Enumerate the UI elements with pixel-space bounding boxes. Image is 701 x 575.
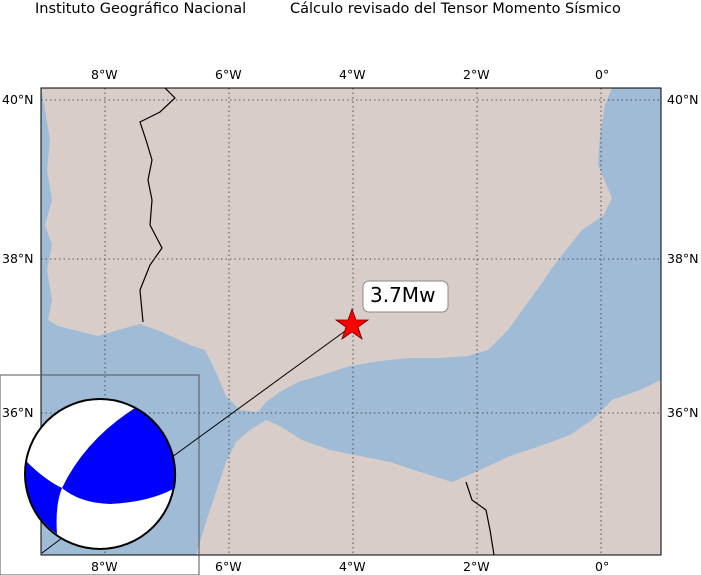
lat-tick-right: 40°N	[667, 92, 699, 107]
graticule	[41, 88, 661, 555]
magnitude-label-box	[362, 280, 449, 313]
lon-tick-top: 4°W	[339, 67, 366, 82]
lat-tick-right: 38°N	[667, 251, 699, 266]
portugal-border	[139, 88, 176, 323]
map-frame	[40, 87, 662, 556]
lat-tick-left: 38°N	[2, 251, 34, 266]
lon-tick-top: 2°W	[463, 67, 490, 82]
lon-tick-bottom: 6°W	[215, 559, 242, 574]
lon-tick-bottom: 4°W	[339, 559, 366, 574]
iberia-land	[41, 88, 612, 412]
magnitude-label: 3.7Mw	[370, 283, 436, 307]
africa-land	[196, 380, 661, 555]
title-right: Cálculo revisado del Tensor Momento Sísm…	[290, 1, 621, 17]
lon-tick-bottom: 8°W	[91, 559, 118, 574]
inset-box	[0, 374, 200, 575]
focal-mechanism-beachball	[24, 398, 177, 550]
lat-tick-left: 36°N	[2, 405, 34, 420]
connector-line-inset	[41, 537, 63, 554]
epicenter-star-icon[interactable]	[334, 307, 370, 341]
morocco-algeria-border	[465, 481, 495, 555]
lon-tick-top: 6°W	[215, 67, 242, 82]
connector-line	[171, 325, 353, 458]
lon-tick-top: 8°W	[91, 67, 118, 82]
lat-tick-left: 40°N	[2, 92, 34, 107]
lat-tick-right: 36°N	[667, 405, 699, 420]
lon-tick-bottom: 0°	[595, 559, 610, 574]
title-left: Instituto Geográfico Nacional	[35, 1, 247, 17]
lon-tick-bottom: 2°W	[463, 559, 490, 574]
lon-tick-top: 0°	[595, 67, 610, 82]
